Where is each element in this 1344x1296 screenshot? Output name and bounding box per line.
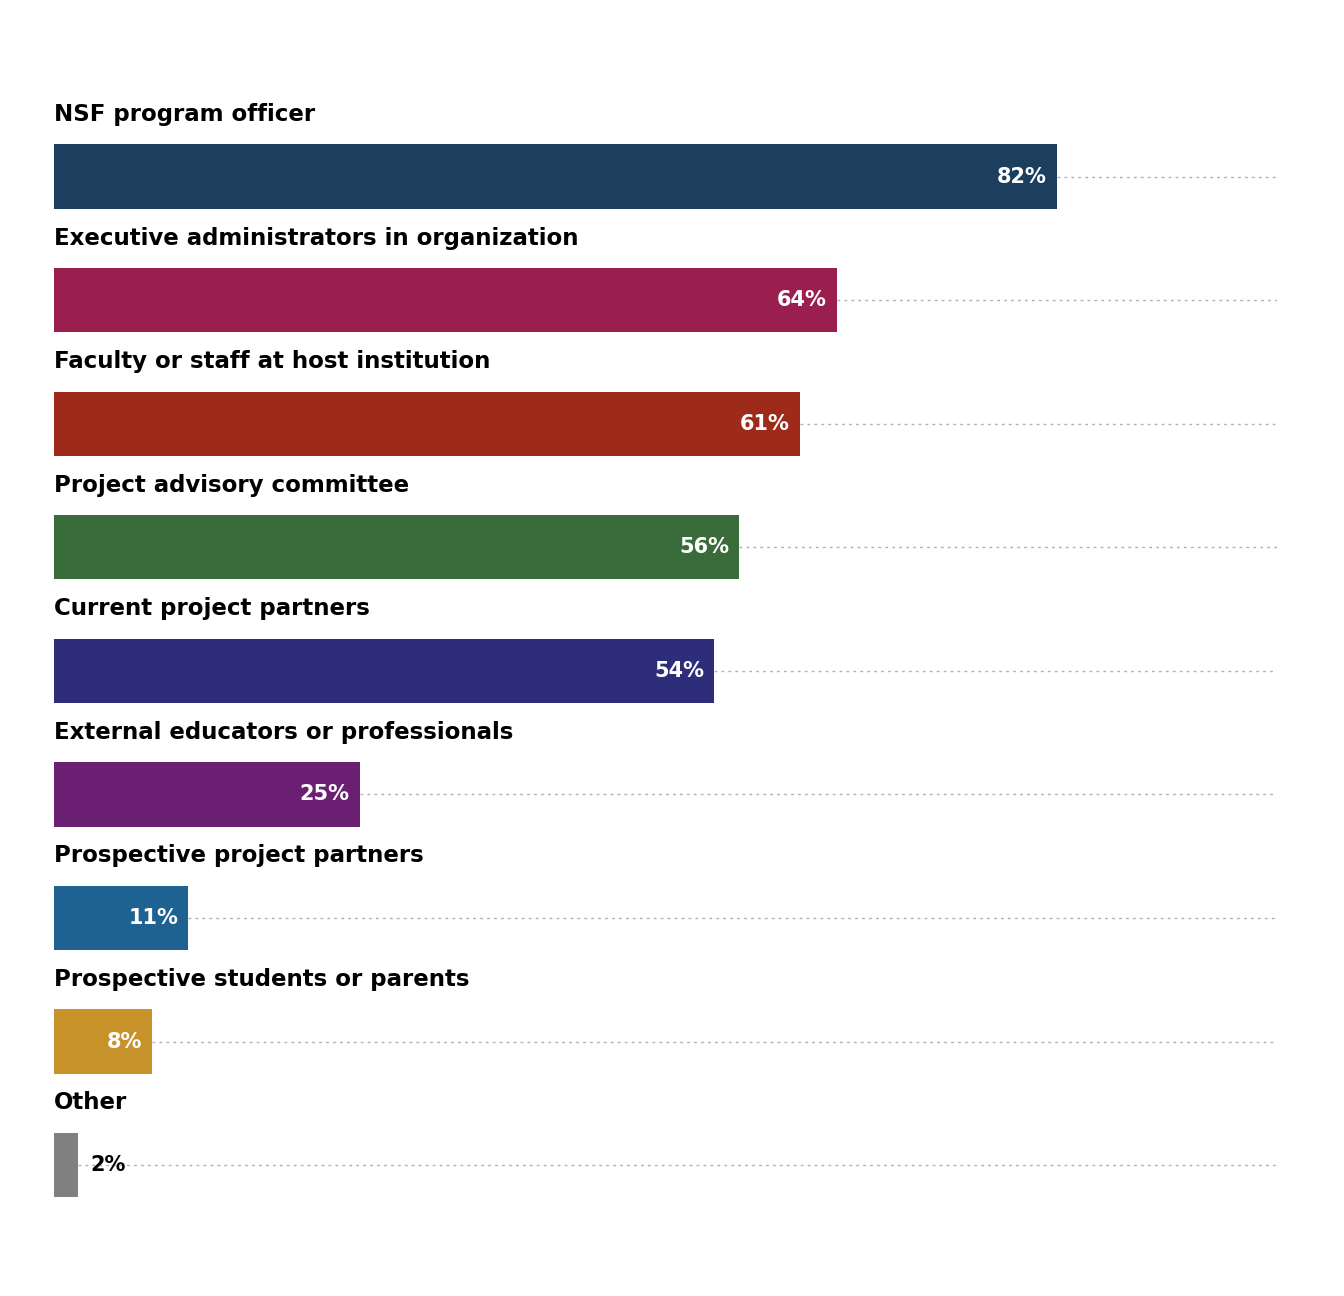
Bar	[54, 639, 714, 702]
Text: 64%: 64%	[777, 290, 827, 310]
Bar	[54, 515, 739, 579]
Text: 54%: 54%	[655, 661, 704, 680]
Text: Project advisory committee: Project advisory committee	[54, 473, 409, 496]
Text: Other: Other	[54, 1091, 128, 1115]
Text: 2%: 2%	[90, 1155, 126, 1175]
Bar	[54, 762, 359, 827]
Bar	[54, 268, 836, 332]
Text: Current project partners: Current project partners	[54, 597, 370, 621]
Text: NSF program officer: NSF program officer	[54, 102, 314, 126]
Text: 82%: 82%	[997, 167, 1047, 187]
Text: 61%: 61%	[741, 413, 790, 434]
Bar	[54, 391, 800, 456]
Text: 8%: 8%	[106, 1032, 142, 1051]
Text: Prospective students or parents: Prospective students or parents	[54, 968, 469, 991]
Text: External educators or professionals: External educators or professionals	[54, 721, 513, 744]
Text: 11%: 11%	[129, 908, 179, 928]
Text: Faculty or staff at host institution: Faculty or staff at host institution	[54, 350, 491, 373]
Text: Prospective project partners: Prospective project partners	[54, 844, 423, 867]
Text: Executive administrators in organization: Executive administrators in organization	[54, 227, 578, 250]
Bar	[54, 886, 188, 950]
Text: 25%: 25%	[300, 784, 349, 805]
Text: 56%: 56%	[679, 538, 728, 557]
Bar	[54, 1133, 78, 1198]
Bar	[54, 1010, 152, 1073]
Bar	[54, 144, 1056, 209]
